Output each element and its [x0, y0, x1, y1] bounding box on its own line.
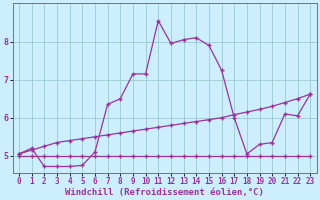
X-axis label: Windchill (Refroidissement éolien,°C): Windchill (Refroidissement éolien,°C): [65, 188, 264, 197]
